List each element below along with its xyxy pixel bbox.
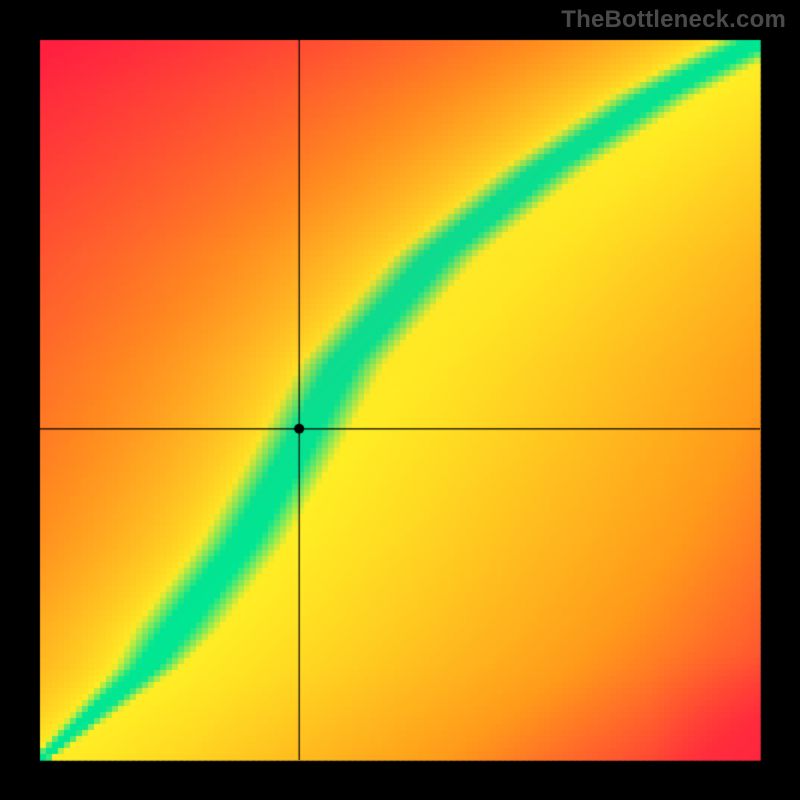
bottleneck-heatmap: [0, 0, 800, 800]
watermark-text: TheBottleneck.com: [561, 6, 786, 34]
